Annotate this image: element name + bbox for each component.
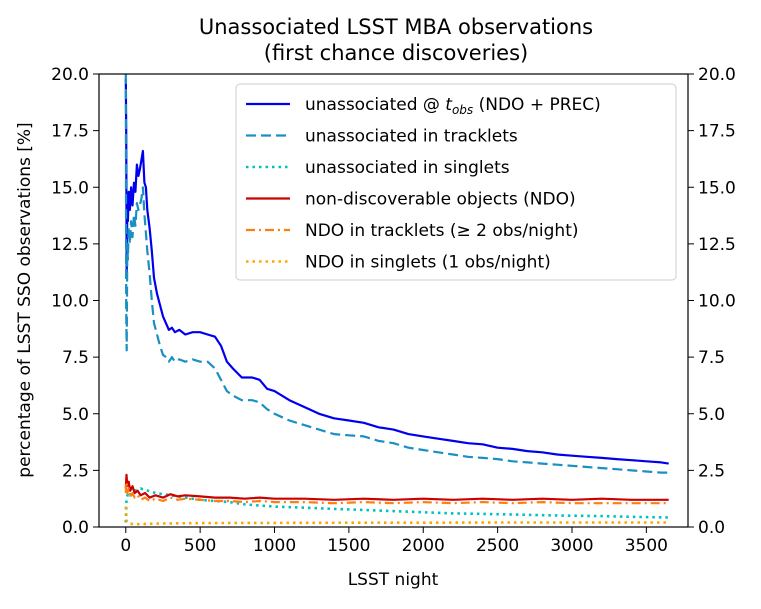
- legend-label-6: NDO in singlets (1 obs/night): [305, 253, 551, 273]
- x-tick-label: 1000: [253, 536, 296, 556]
- y-right-tick-label: 7.5: [698, 348, 725, 368]
- series-line-5: [124, 480, 669, 505]
- y-tick-label: 10.0: [51, 292, 89, 312]
- legend-label-2: unassociated in tracklets: [305, 127, 518, 147]
- x-axis: 0 500 1000 1500 2000 2500 3000 3500: [120, 527, 668, 556]
- y-tick-label: 2.5: [62, 461, 89, 481]
- x-axis-label: LSST night: [348, 570, 439, 590]
- y-tick-label: 0.0: [62, 518, 89, 538]
- y-tick-label: 15.0: [51, 178, 89, 198]
- y-tick-label: 7.5: [62, 348, 89, 368]
- series-line-6: [124, 506, 669, 526]
- legend: unassociated @ tobs (NDO + PREC) unassoci…: [235, 83, 677, 281]
- y-right-tick-label: 20.0: [698, 65, 736, 85]
- series-line-4: [124, 473, 669, 501]
- y-axis-label: percentage of LSST SSO observations [%]: [15, 122, 35, 477]
- y-right-tick-label: 10.0: [698, 292, 736, 312]
- y-right-tick-label: 2.5: [698, 461, 725, 481]
- x-tick-label: 500: [184, 536, 216, 556]
- y-tick-label: 12.5: [51, 235, 89, 255]
- y-right-tick-label: 15.0: [698, 178, 736, 198]
- series-layer: [124, 74, 669, 526]
- x-tick-label: 3000: [550, 536, 593, 556]
- y-axis-right: 0.0 2.5 5.0 7.5 10.0 12.5 15.0 17.5 20.0: [688, 65, 736, 538]
- y-tick-label: 20.0: [51, 65, 89, 85]
- legend-label-4: non-discoverable objects (NDO): [305, 190, 576, 210]
- x-tick-label: 2000: [402, 536, 445, 556]
- legend-label-5: NDO in tracklets (≥ 2 obs/night): [305, 221, 579, 241]
- x-tick-label: 3500: [625, 536, 668, 556]
- x-tick-label: 0: [120, 536, 131, 556]
- series-line-3: [124, 487, 669, 523]
- series-line-2: [124, 74, 669, 474]
- x-tick-label: 1500: [327, 536, 370, 556]
- y-right-tick-label: 12.5: [698, 235, 736, 255]
- legend-label-3: unassociated in singlets: [305, 158, 510, 178]
- legend-box: [235, 83, 677, 281]
- y-right-tick-label: 5.0: [698, 405, 725, 425]
- y-right-tick-label: 0.0: [698, 518, 725, 538]
- x-tick-label: 2500: [476, 536, 519, 556]
- y-axis-left: 0.0 2.5 5.0 7.5 10.0 12.5 15.0 17.5 20.0: [51, 65, 99, 538]
- legend-label-1: unassociated @ tobs (NDO + PREC): [305, 95, 601, 117]
- y-tick-label: 17.5: [51, 122, 89, 142]
- series-line-1: [124, 78, 669, 465]
- y-tick-label: 5.0: [62, 405, 89, 425]
- y-right-tick-label: 17.5: [698, 122, 736, 142]
- chart-title-line-1: Unassociated LSST MBA observations: [199, 15, 593, 39]
- chart-title-line-2: (first chance discoveries): [264, 41, 528, 65]
